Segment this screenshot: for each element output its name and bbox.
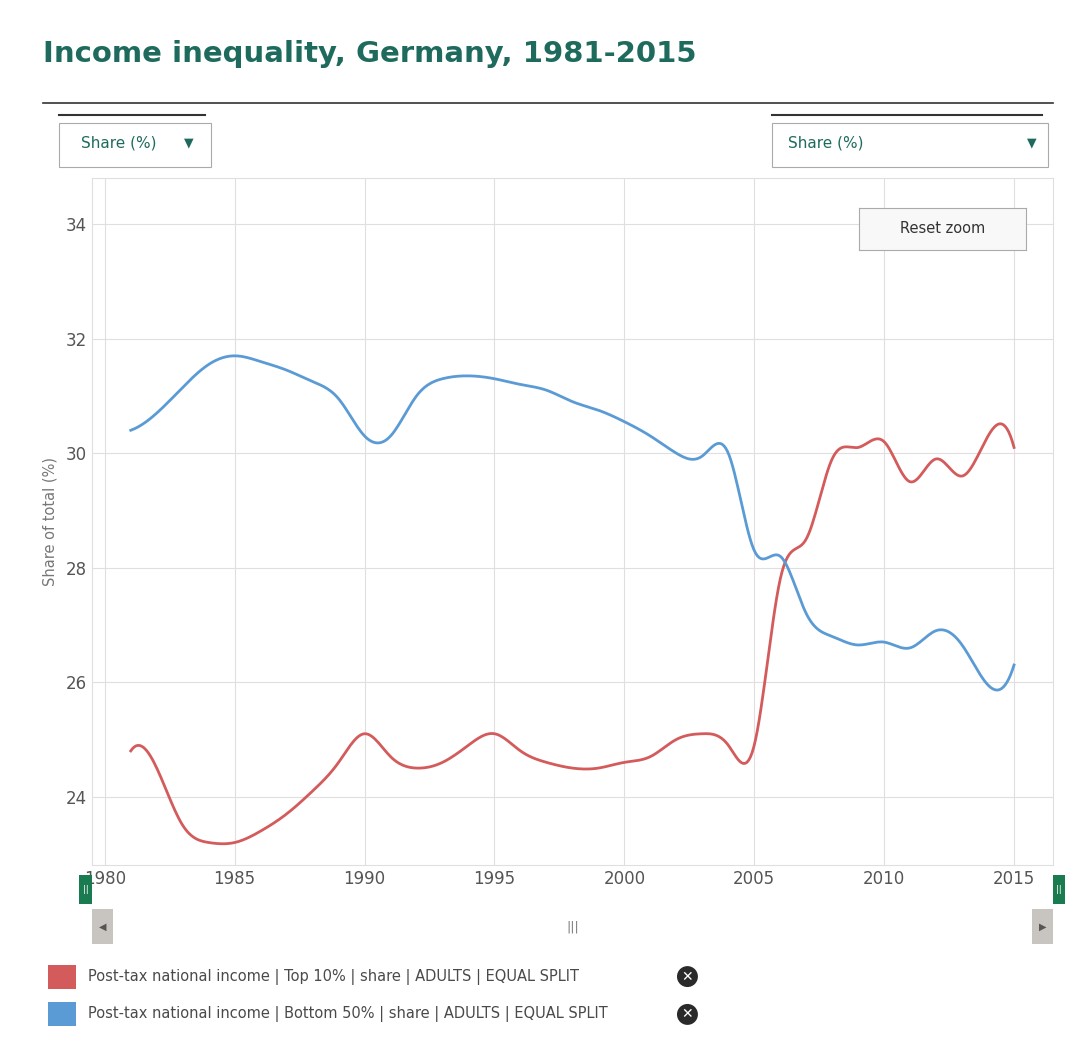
Text: ✕: ✕	[681, 1007, 693, 1022]
Text: Share (%): Share (%)	[81, 135, 157, 150]
Bar	[1031, 909, 1053, 944]
Text: ||: ||	[83, 885, 89, 894]
Text: Reset zoom: Reset zoom	[900, 221, 985, 236]
Text: Post-tax national income | Top 10% | share | ADULTS | EQUAL SPLIT: Post-tax national income | Top 10% | sha…	[89, 968, 579, 985]
FancyBboxPatch shape	[772, 123, 1048, 167]
Bar	[1053, 875, 1066, 904]
Text: ▼: ▼	[185, 136, 193, 149]
Text: ✕: ✕	[681, 969, 693, 984]
Bar	[48, 964, 76, 988]
Text: ▶: ▶	[1039, 922, 1047, 932]
Bar	[48, 1003, 76, 1027]
Text: Post-tax national income | Bottom 50% | share | ADULTS | EQUAL SPLIT: Post-tax national income | Bottom 50% | …	[89, 1006, 608, 1023]
Text: Share (%): Share (%)	[788, 135, 864, 150]
Y-axis label: Share of total (%): Share of total (%)	[42, 457, 57, 586]
Bar	[92, 909, 113, 944]
FancyBboxPatch shape	[59, 123, 211, 167]
Text: |||: |||	[566, 920, 579, 934]
Text: ◀: ◀	[98, 922, 106, 932]
Text: ▼: ▼	[1027, 136, 1036, 149]
Bar	[79, 875, 92, 904]
Text: ||: ||	[1056, 885, 1062, 894]
Text: Income inequality, Germany, 1981-2015: Income inequality, Germany, 1981-2015	[43, 40, 697, 68]
